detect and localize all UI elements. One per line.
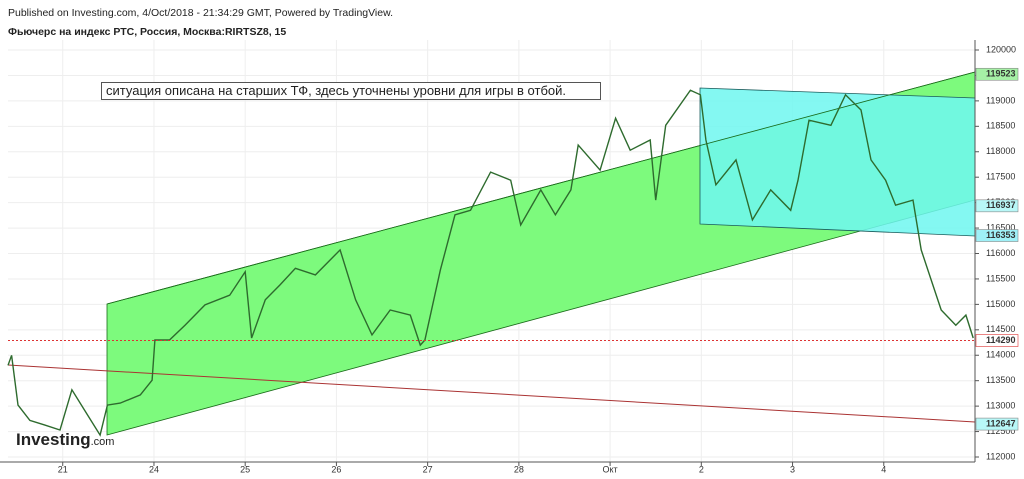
y-tick-label: 115500 [986,273,1015,283]
y-tick-label: 120000 [986,44,1016,54]
price-label-box [975,229,1019,242]
y-tick-label: 112000 [986,451,1015,461]
x-tick-label: Окт [603,464,618,474]
price-label-box [975,67,1019,81]
x-tick-label: 2 [699,464,704,474]
y-tick-label: 116500 [986,222,1015,232]
price-label-box [975,334,1019,347]
y-tick-label: 118000 [986,146,1015,156]
x-tick-label: 4 [881,464,886,474]
logo: Investing.com [16,430,114,450]
x-tick-label: 21 [58,464,68,474]
y-tick-label: 113500 [986,375,1015,385]
x-tick-label: 25 [240,464,250,474]
y-tick-label: 114000 [986,350,1015,360]
price-label: 116353 [986,230,1016,240]
symbol-title: Фьючерс на индекс РТС, Россия, Москва:RI… [8,26,287,38]
y-tick-label: 115000 [986,299,1015,309]
x-tick-label: 24 [149,464,159,474]
channel-line [106,71,976,305]
trend-line [7,364,976,423]
y-tick-label: 112500 [986,426,1015,436]
y-tick-label: 118500 [986,121,1015,131]
price-label-box [975,199,1019,213]
price-label: 119523 [986,69,1016,79]
price-label-box [975,417,1019,431]
x-tick-label: 26 [331,464,341,474]
published-line: Published on Investing.com, 4/Oct/2018 -… [8,7,394,19]
y-tick-label: 119000 [986,95,1015,105]
price-label: 114290 [986,335,1016,345]
y-tick-label: 114500 [986,324,1015,334]
x-tick-label: 3 [790,464,795,474]
x-tick-label: 28 [514,464,524,474]
y-tick-label: 116000 [986,248,1015,258]
y-tick-label: 117500 [986,172,1015,182]
logo-brand: Investing [16,430,91,449]
price-label: 116937 [986,200,1016,210]
price-line [7,89,974,437]
annotation: ситуация описана на старших ТФ, здесь ут… [101,82,601,100]
x-tick-label: 27 [423,464,433,474]
logo-suffix: .com [90,436,115,448]
price-label: 112647 [986,418,1016,428]
y-tick-label: 113000 [986,401,1015,411]
